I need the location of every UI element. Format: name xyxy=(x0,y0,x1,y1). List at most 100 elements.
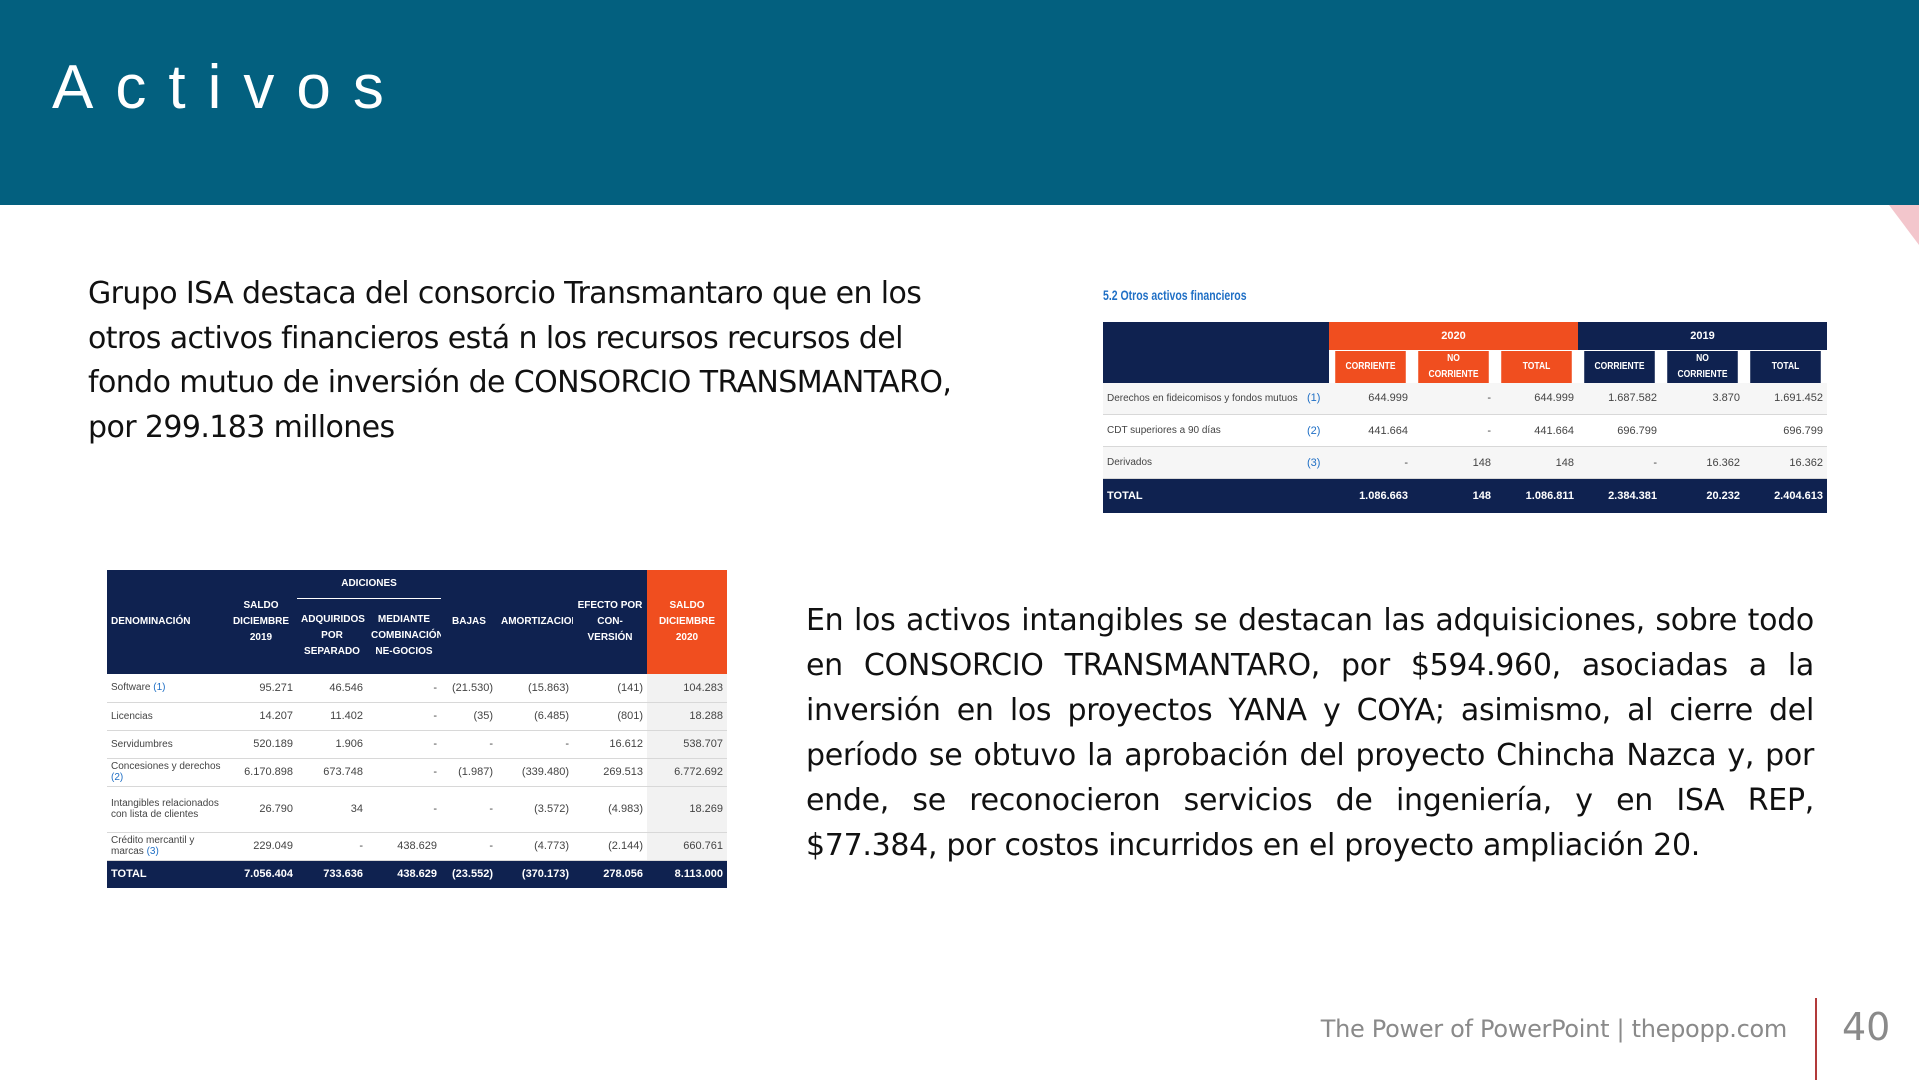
row-label: Concesiones y derechos (2) xyxy=(107,758,225,787)
column-header: AMORTIZACIONES xyxy=(497,570,573,674)
cell: (1.987) xyxy=(441,758,497,787)
intangibles-table: DENOMINACIÓN SALDO DICIEMBRE 2019 ADICIONE… xyxy=(107,570,727,888)
cell: 538.707 xyxy=(647,730,727,759)
cell: - xyxy=(497,730,573,759)
header-band: Activos xyxy=(0,0,1919,205)
row-label: TOTAL xyxy=(1103,478,1329,513)
table-row: CDT superiores a 90 días (2) 441.664-441.6… xyxy=(1103,414,1827,447)
cell: 2.384.381 xyxy=(1578,478,1661,513)
cell: - xyxy=(1412,382,1495,415)
cell: 269.513 xyxy=(573,758,647,787)
year-header: 2020 xyxy=(1329,322,1578,351)
cell: 733.636 xyxy=(297,860,367,888)
cell: - xyxy=(441,832,497,861)
cell: - xyxy=(367,758,441,787)
column-header: SALDO DICIEMBRE 2019 xyxy=(225,570,297,674)
cell: 278.056 xyxy=(573,860,647,888)
paragraph: Grupo ISA destaca del consorcio Transman… xyxy=(88,276,952,445)
total-row: TOTAL 7.056.404 733.636 438.629 (23.552) (370… xyxy=(107,860,727,888)
cell: - xyxy=(367,730,441,759)
table-body: Software (1) 95.271 46.546- (21.530) (15.863… xyxy=(107,674,727,888)
cell: 148 xyxy=(1412,446,1495,479)
year-header: 2019 xyxy=(1578,322,1827,351)
cell: - xyxy=(1412,414,1495,447)
cell: 1.086.811 xyxy=(1495,478,1578,513)
cell: (2.144) xyxy=(573,832,647,861)
column-header: SALDO DICIEMBRE 2020 xyxy=(647,570,727,674)
row-label: Servidumbres xyxy=(107,730,225,759)
label-text: Licencias xyxy=(111,710,153,722)
total-row: TOTAL 1.086.663 148 1.086.811 2.384.381 20.23… xyxy=(1103,478,1827,513)
cell: 673.748 xyxy=(297,758,367,787)
table-row: Concesiones y derechos (2) 6.170.898 673.7… xyxy=(107,758,727,787)
slide-title: Activos xyxy=(52,53,406,122)
cell: - xyxy=(1329,446,1412,479)
cell: (35) xyxy=(441,702,497,731)
page-number: 40 xyxy=(1842,1005,1891,1049)
cell: (23.552) xyxy=(441,860,497,888)
cell: (141) xyxy=(573,674,647,703)
header-cell xyxy=(1103,322,1329,350)
cell: (4.773) xyxy=(497,832,573,861)
table-row: Software (1) 95.271 46.546- (21.530) (15.863… xyxy=(107,674,727,703)
cell: 438.629 xyxy=(367,860,441,888)
header-row: 2020 2019 xyxy=(1103,322,1827,351)
cell: 696.799 xyxy=(1744,414,1827,447)
header-row: DENOMINACIÓN SALDO DICIEMBRE 2019 ADICIONE… xyxy=(107,570,727,674)
cell: (3.572) xyxy=(497,786,573,833)
table-row: Servidumbres 520.189 1.906- - -16.612 538.707 xyxy=(107,730,727,759)
column-header: TOTAL xyxy=(1750,350,1821,383)
cell: 16.362 xyxy=(1744,446,1827,479)
table-row: Derivados (3) -148 148-16.362 16.362 xyxy=(1103,446,1827,479)
row-label: Software (1) xyxy=(107,674,225,703)
header-row: CORRIENTE NO CORRIENTE TOTAL CORRIENTE NO CO… xyxy=(1103,350,1827,383)
column-header: EFECTO POR CON-VERSIÓN xyxy=(573,570,647,674)
column-header: CORRIENTE xyxy=(1584,350,1655,383)
cell: 16.612 xyxy=(573,730,647,759)
cell: - xyxy=(367,702,441,731)
cell: - xyxy=(441,786,497,833)
cell: 11.402 xyxy=(297,702,367,731)
row-label: Crédito mercantil y marcas (3) xyxy=(107,832,225,861)
corner-accent xyxy=(1889,205,1919,245)
divider xyxy=(1815,998,1817,1080)
row-note: (2) xyxy=(111,772,124,783)
cell: 3.870 xyxy=(1661,382,1744,415)
cell: 148 xyxy=(1495,446,1578,479)
column-header: BAJAS xyxy=(441,570,497,674)
header-cell xyxy=(1103,350,1329,383)
row-note: (3) xyxy=(146,846,159,857)
footer-text: The Power of PowerPoint | thepopp.com xyxy=(1320,1015,1788,1043)
label-text: Servidumbres xyxy=(111,738,173,750)
cell: 520.189 xyxy=(225,730,297,759)
cell: 148 xyxy=(1412,478,1495,513)
table-body: Derechos en fideicomisos y fondos mutuos… xyxy=(1103,382,1827,513)
label-text: Crédito mercantil y marcas xyxy=(111,835,195,857)
cell: 46.546 xyxy=(297,674,367,703)
table-row: Licencias 14.207 11.402- (35) (6.485) (801) 18… xyxy=(107,702,727,731)
cell: - xyxy=(441,730,497,759)
cell: 644.999 xyxy=(1329,382,1412,415)
table-row: Intangibles relacionados con lista de cl… xyxy=(107,786,727,833)
label-text: Intangibles relacionados con lista de cl… xyxy=(111,798,219,820)
cell xyxy=(1661,414,1744,447)
row-label: Licencias xyxy=(107,702,225,731)
cell: (339.480) xyxy=(497,758,573,787)
cell: 1.906 xyxy=(297,730,367,759)
row-note: (2) xyxy=(1303,414,1329,447)
cell: 1.687.582 xyxy=(1578,382,1661,415)
cell: 95.271 xyxy=(225,674,297,703)
table-row: Derechos en fideicomisos y fondos mutuos… xyxy=(1103,382,1827,415)
cell: 26.790 xyxy=(225,786,297,833)
table-head: DENOMINACIÓN SALDO DICIEMBRE 2019 ADICIONE… xyxy=(107,570,727,674)
row-note: (3) xyxy=(1303,446,1329,479)
cell: 660.761 xyxy=(647,832,727,861)
cell: 1.691.452 xyxy=(1744,382,1827,415)
cell: 34 xyxy=(297,786,367,833)
cell: 8.113.000 xyxy=(647,860,727,888)
cell: 104.283 xyxy=(647,674,727,703)
column-header: NO CORRIENTE xyxy=(1667,350,1738,383)
row-note: (1) xyxy=(1303,382,1329,415)
